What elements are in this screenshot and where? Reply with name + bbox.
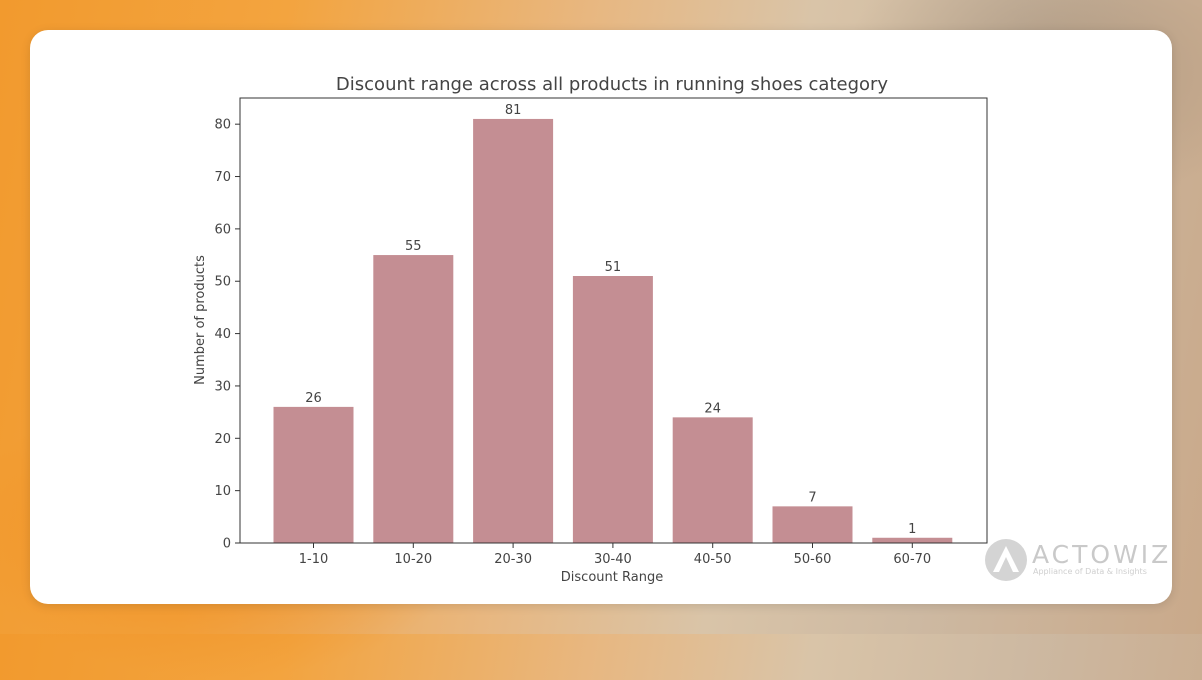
- actowiz-logo: ACTOWIZ Appliance of Data & Insights: [984, 538, 1168, 586]
- bar-chart: Discount range across all products in ru…: [193, 74, 988, 585]
- y-axis-label: Number of products: [193, 255, 208, 385]
- x-tick-label: 40-50: [694, 552, 732, 567]
- logo-tagline: Appliance of Data & Insights: [1033, 567, 1147, 576]
- y-tick-label: 20: [214, 432, 231, 447]
- data-label-60-70: 1: [908, 522, 916, 537]
- y-tick-label: 50: [214, 275, 231, 290]
- bar-50-60: [772, 506, 853, 543]
- bar-20-30: [473, 118, 554, 544]
- x-tick-label: 50-60: [794, 552, 832, 567]
- bar-40-50: [672, 417, 753, 543]
- x-tick-label: 60-70: [893, 552, 931, 567]
- data-label-30-40: 51: [605, 260, 622, 275]
- x-tick-label: 10-20: [394, 552, 432, 567]
- bar-30-40: [572, 276, 653, 543]
- x-tick-label: 1-10: [299, 552, 329, 567]
- y-tick-label: 70: [214, 170, 231, 185]
- y-tick-label: 10: [214, 484, 231, 499]
- bar-10-20: [373, 255, 454, 543]
- y-tick-label: 80: [214, 118, 231, 133]
- bar-1-10: [273, 406, 354, 543]
- data-label-40-50: 24: [704, 401, 721, 416]
- y-tick-label: 30: [214, 379, 231, 394]
- bar-60-70: [872, 537, 953, 543]
- data-label-50-60: 7: [808, 490, 816, 505]
- x-tick-label: 20-30: [494, 552, 532, 567]
- chart-title: Discount range across all products in ru…: [336, 74, 888, 95]
- plot-frame: [239, 97, 988, 544]
- x-tick-label: 30-40: [594, 552, 632, 567]
- y-tick-label: 40: [214, 327, 231, 342]
- data-label-10-20: 55: [405, 239, 422, 254]
- chart-card: Discount range across all products in ru…: [30, 30, 1172, 604]
- logo-mark-icon: [985, 539, 1027, 581]
- y-tick-label: 60: [214, 222, 231, 237]
- data-label-20-30: 81: [505, 103, 522, 118]
- logo-wordmark: ACTOWIZ: [1032, 540, 1172, 569]
- x-axis-label: Discount Range: [561, 570, 663, 585]
- y-tick-label: 0: [223, 537, 231, 552]
- data-label-1-10: 26: [305, 391, 322, 406]
